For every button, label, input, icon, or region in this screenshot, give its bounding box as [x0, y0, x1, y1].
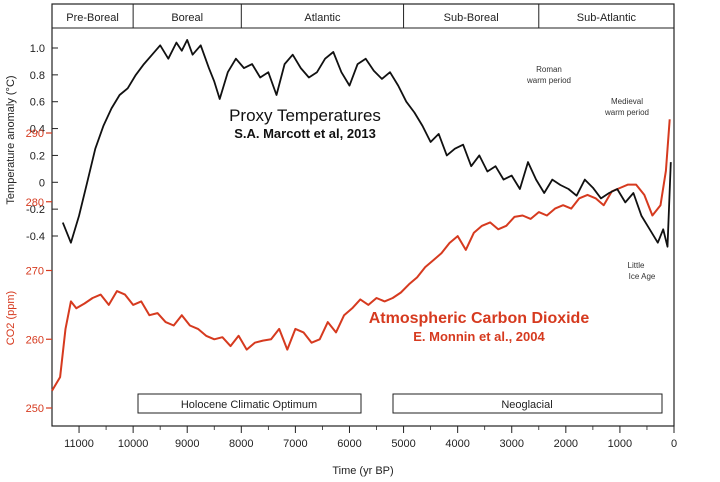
period-label: Sub-Boreal	[444, 12, 499, 24]
temp-tick-label: -0.4	[26, 231, 45, 243]
temperature-series-source: S.A. Marcott et al, 2013	[234, 126, 376, 141]
x-tick-label: 10000	[118, 438, 149, 450]
temperature-axis-title: Temperature anomaly (°C)	[5, 75, 17, 204]
annotation-roman-warm-period: Roman warm period	[526, 65, 571, 85]
annotation-medieval-warm-period: Medieval warm period	[604, 97, 649, 117]
plot-frame	[51, 3, 675, 427]
x-tick-label: 3000	[499, 438, 523, 450]
x-tick-label: 7000	[283, 438, 307, 450]
co2-series-title: Atmospheric Carbon Dioxide	[369, 310, 590, 327]
co2-series-line	[51, 119, 671, 392]
co2-axis-title: CO2 (ppm)	[5, 291, 17, 345]
period-label: Pre-Boreal	[66, 12, 119, 24]
temp-tick-label: 0	[39, 177, 45, 189]
temperature-axis-ticks: 1.0 0.8 0.6 0.4 0.2 0 -0.2 -0.4	[26, 43, 58, 243]
temp-tick-label: 0.8	[30, 70, 45, 82]
x-tick-label: 11000	[64, 438, 94, 450]
co2-tick-label: 290	[26, 128, 44, 140]
co2-series-source: E. Monnin et al., 2004	[413, 329, 545, 344]
co2-tick-label: 280	[26, 197, 44, 209]
temperature-series-line	[61, 39, 672, 248]
svg-text:warm period: warm period	[526, 76, 571, 85]
co2-tick-label: 260	[26, 334, 44, 346]
svg-text:Neoglacial: Neoglacial	[501, 399, 552, 411]
temp-tick-label: 0.6	[30, 97, 45, 109]
temp-tick-label: 0.2	[30, 150, 45, 162]
x-tick-label: 8000	[229, 438, 253, 450]
x-tick-label: 6000	[337, 438, 361, 450]
period-dividers	[132, 4, 540, 28]
svg-text:Roman: Roman	[536, 65, 562, 74]
period-label: Sub-Atlantic	[577, 12, 637, 24]
neoglacial-box: Neoglacial	[392, 393, 663, 414]
svg-text:warm period: warm period	[604, 108, 649, 117]
co2-tick-label: 270	[26, 266, 44, 278]
co2-tick-label: 250	[26, 403, 44, 415]
x-tick-label: 5000	[391, 438, 415, 450]
x-tick-label: 9000	[175, 438, 199, 450]
temp-tick-label: 1.0	[30, 43, 45, 55]
svg-text:Ice Age: Ice Age	[629, 272, 656, 281]
period-label: Boreal	[171, 12, 203, 24]
holocene-climatic-optimum-box: Holocene Climatic Optimum	[137, 393, 362, 414]
annotation-little-ice-age: Little Ice Age	[628, 261, 656, 281]
temperature-series-title: Proxy Temperatures	[229, 106, 381, 125]
x-tick-label: 0	[671, 438, 677, 450]
co2-axis-ticks: 290 280 270 260 250	[26, 128, 52, 415]
x-tick-label: 2000	[554, 438, 578, 450]
temp-tick-label: -0.2	[26, 204, 45, 216]
x-axis-title: Time (yr BP)	[332, 465, 393, 477]
period-label: Atlantic	[304, 12, 341, 24]
period-labels: Pre-Boreal Boreal Atlantic Sub-Boreal Sub-At…	[66, 12, 636, 24]
x-axis-ticks: 11000 10000 9000 8000 7000 6000 5000 4000 3000 20…	[64, 426, 677, 450]
svg-text:Holocene Climatic Optimum: Holocene Climatic Optimum	[181, 399, 317, 411]
x-tick-label: 1000	[608, 438, 632, 450]
temp-tick-label: 0.4	[30, 124, 45, 136]
x-tick-label: 4000	[445, 438, 469, 450]
svg-text:Medieval: Medieval	[611, 97, 643, 106]
svg-text:Little: Little	[628, 261, 645, 270]
